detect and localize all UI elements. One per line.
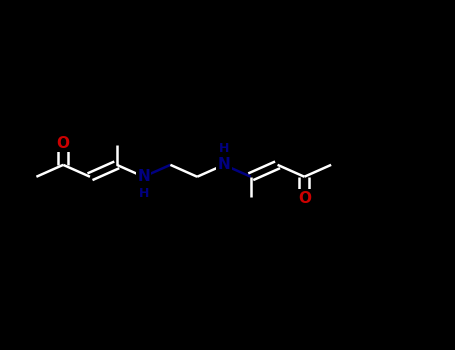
Text: H: H — [138, 187, 149, 200]
Text: O: O — [298, 191, 311, 206]
Text: N: N — [137, 169, 150, 184]
Text: O: O — [57, 136, 70, 151]
Text: H: H — [219, 142, 229, 155]
Text: N: N — [217, 158, 230, 172]
